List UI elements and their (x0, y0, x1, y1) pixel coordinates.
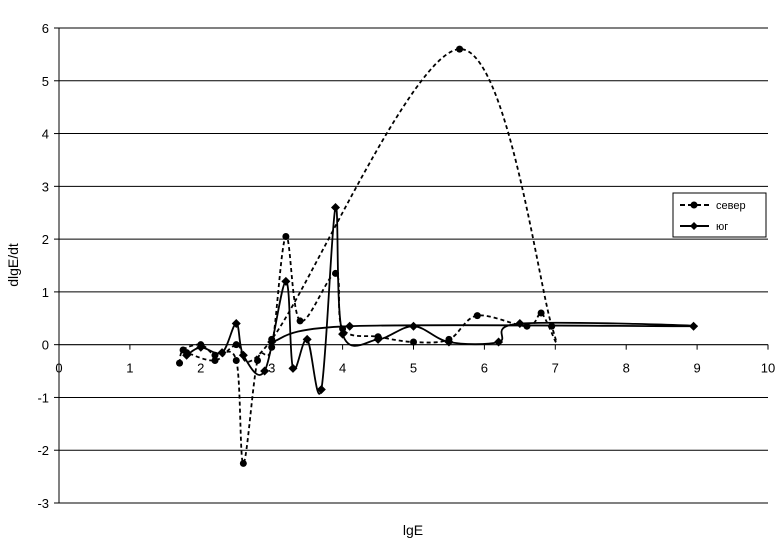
y-tick-label: 2 (42, 232, 49, 247)
data-point-sever (282, 232, 290, 240)
y-tick-label: 4 (42, 127, 49, 142)
x-tick-label: 4 (339, 361, 346, 376)
y-tick-label: 1 (42, 285, 49, 300)
legend-label-sever: север (716, 200, 746, 212)
data-point-sever (456, 45, 464, 53)
x-tick-label: 9 (693, 361, 700, 376)
data-point-yug (373, 334, 383, 344)
data-point-yug (345, 321, 355, 331)
data-point-sever (254, 357, 262, 364)
data-point-yug (338, 329, 348, 339)
data-point-yug (260, 366, 270, 376)
data-point-yug (196, 342, 206, 352)
axes (54, 27, 769, 504)
data-point-yug (316, 385, 326, 395)
data-point-sever (232, 341, 240, 349)
data-point-yug (689, 321, 699, 331)
tick-labels: -3 -2 -1 0 1 2 3 4 5 6 0 1 2 3 4 5 6 7 8 9 10 (37, 21, 775, 511)
series-line-sever (178, 48, 558, 465)
data-point-sever (410, 338, 417, 346)
y-tick-label: 0 (42, 338, 49, 353)
data-point-yug (281, 276, 291, 286)
data-point-sever (473, 312, 481, 320)
x-tick-label: 6 (481, 361, 488, 376)
y-tick-label: -3 (37, 496, 49, 511)
x-tick-label: 2 (197, 361, 204, 376)
x-tick-label: 3 (268, 361, 275, 376)
data-point-yug (267, 337, 277, 347)
series-line-yug (186, 206, 698, 395)
data-point-yug (409, 321, 418, 331)
data-point-yug (494, 337, 504, 347)
data-point-sever (232, 357, 240, 364)
gridlines (59, 27, 768, 504)
x-tick-label: 0 (55, 361, 62, 376)
data-point-yug (331, 202, 341, 212)
data-point-yug (444, 337, 454, 347)
plot-area (176, 45, 699, 467)
y-axis-title: dlgE/dt (5, 243, 21, 287)
data-point-sever (211, 357, 219, 364)
x-tick-label: 1 (126, 361, 133, 376)
data-point-yug (238, 350, 248, 360)
data-point-yug (231, 319, 241, 329)
data-point-sever (296, 317, 304, 325)
y-tick-label: -1 (37, 390, 49, 405)
y-tick-label: -2 (37, 443, 49, 458)
x-axis-title: lgE (403, 522, 423, 538)
x-tick-label: 8 (623, 361, 630, 376)
y-tick-label: 3 (42, 179, 49, 194)
legend-box (672, 192, 767, 238)
data-point-yug (302, 334, 312, 344)
data-point-yug (182, 350, 192, 360)
x-tick-label: 7 (552, 361, 559, 376)
data-point-sever (537, 309, 545, 317)
legend: север юг (672, 192, 767, 238)
data-point-yug (217, 348, 227, 358)
y-tick-label: 5 (42, 74, 49, 89)
y-tick-label: 6 (42, 21, 49, 36)
data-point-sever (176, 359, 184, 367)
x-tick-label: 5 (410, 361, 417, 376)
legend-marker-yug (690, 222, 698, 230)
data-point-yug (515, 319, 525, 329)
legend-label-yug: юг (716, 221, 728, 233)
data-point-yug (288, 363, 298, 373)
x-tick-label: 10 (761, 361, 775, 376)
data-point-sever (239, 459, 247, 467)
legend-marker-sever (690, 201, 698, 209)
